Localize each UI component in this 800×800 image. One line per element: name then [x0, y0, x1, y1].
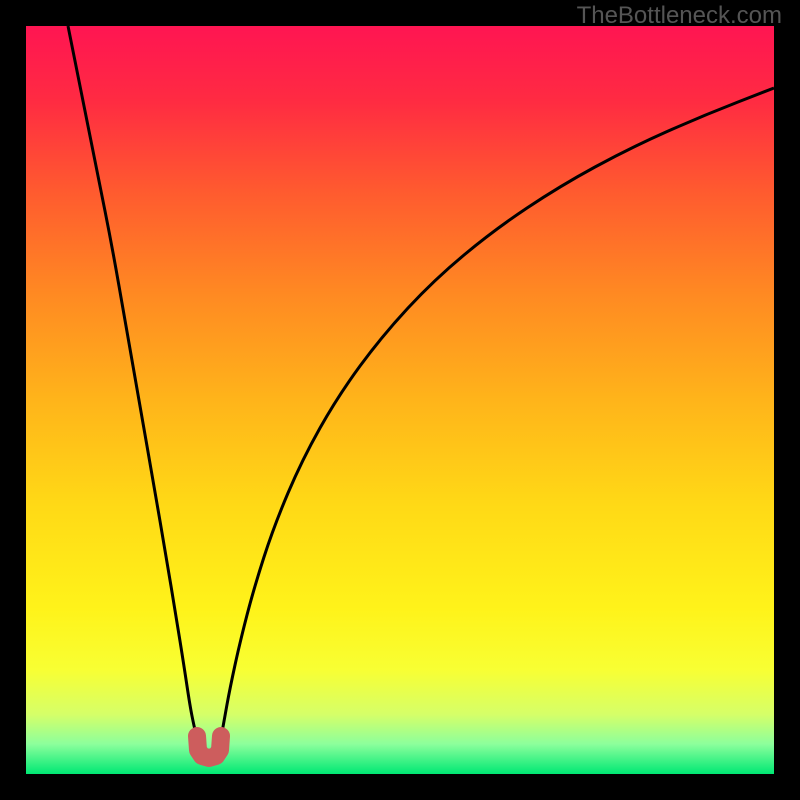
chart-svg [0, 0, 800, 800]
chart-frame: TheBottleneck.com [0, 0, 800, 800]
watermark-text: TheBottleneck.com [577, 2, 782, 30]
